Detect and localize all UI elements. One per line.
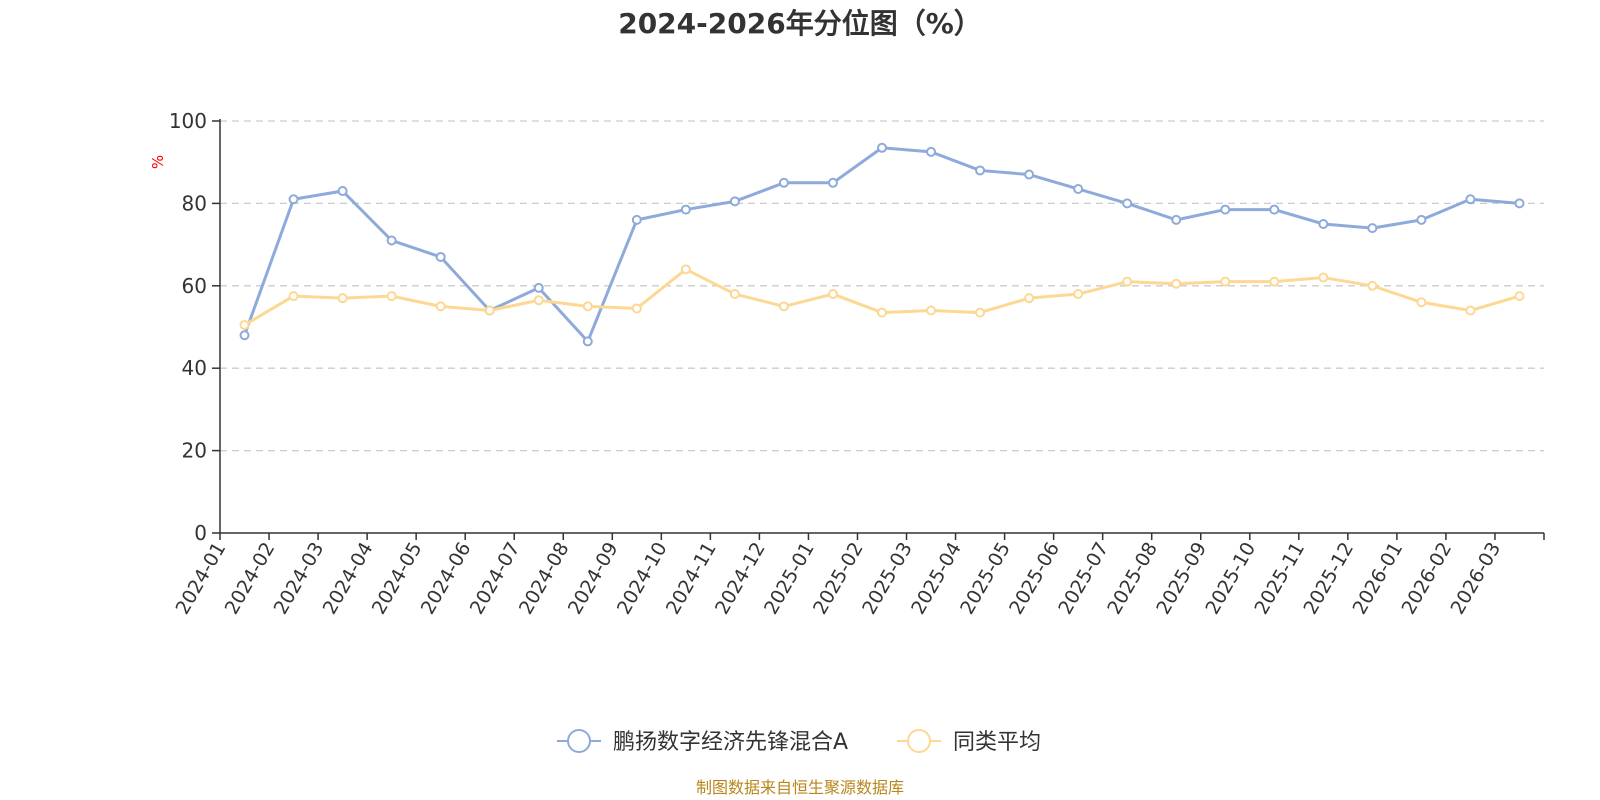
series-1-point[interactable] [288,291,299,302]
y-axis-unit-label: % [149,155,167,169]
series-1-point[interactable] [1514,291,1525,302]
y-tick-label: 0 [194,521,207,545]
axes [219,119,1544,534]
legend-fund-label: 鹏扬数字经济先锋混合A [613,730,848,755]
series-0-point[interactable] [729,196,740,207]
series-0-point[interactable] [435,251,446,262]
y-tick-label: 40 [182,356,207,380]
legend-peer-average-circle-icon [907,729,931,753]
series-1-point[interactable] [975,307,986,318]
series-group [239,142,1525,347]
series-0-point[interactable] [1073,183,1084,194]
data-source-footer: 制图数据来自恒生聚源数据库 [696,778,904,797]
series-1-point[interactable] [1024,293,1035,304]
series-0-point[interactable] [1171,214,1182,225]
series-0-point[interactable] [1416,214,1427,225]
series-0-point[interactable] [926,146,937,157]
series-1-point[interactable] [1367,280,1378,291]
series-0-point[interactable] [827,177,838,188]
legend-item-peer-average[interactable]: 同类平均 [897,729,1041,755]
series-0-point[interactable] [1514,198,1525,209]
series-0-point[interactable] [239,330,250,341]
series-1-point[interactable] [435,301,446,312]
series-0-point[interactable] [1465,194,1476,205]
series-0-point[interactable] [975,165,986,176]
series-0-point[interactable] [631,214,642,225]
series-1-point[interactable] [1416,297,1427,308]
series-0-point[interactable] [1269,204,1280,215]
y-tick-label: 100 [169,109,207,133]
series-1-point[interactable] [1318,272,1329,283]
series-0-point[interactable] [582,336,593,347]
series-0-point[interactable] [778,177,789,188]
y-axis-ticks: 0 20 40 60 80 100 [169,109,220,545]
series-0-point[interactable] [1220,204,1231,215]
series-0-point[interactable] [386,235,397,246]
series-1-point[interactable] [1269,276,1280,287]
series-1-point[interactable] [1220,276,1231,287]
series-1-point[interactable] [631,303,642,314]
series-1-point[interactable] [729,289,740,300]
y-tick-label: 20 [182,439,207,463]
series-1-point[interactable] [1073,289,1084,300]
series-1-point[interactable] [533,295,544,306]
series-1-point[interactable] [484,305,495,316]
legend-peer-average-label: 同类平均 [953,730,1041,755]
chart-title: 2024-2026年分位图（%） [618,7,982,40]
series-1-point[interactable] [827,289,838,300]
series-0-point[interactable] [1122,198,1133,209]
series-0-point[interactable] [533,282,544,293]
y-tick-label: 80 [182,191,207,215]
series-1-point[interactable] [386,291,397,302]
series-1-point[interactable] [778,301,789,312]
grid-lines [220,120,1544,452]
series-0-point[interactable] [877,142,887,153]
series-1-point[interactable] [337,293,348,304]
series-1-point[interactable] [1465,305,1476,316]
series-1-point[interactable] [680,264,691,275]
series-1-point[interactable] [1122,276,1133,287]
legend-item-fund[interactable]: 鹏扬数字经济先锋混合A [557,729,848,755]
series-0-point[interactable] [337,186,348,197]
legend: 鹏扬数字经济先锋混合A 同类平均 [557,729,1041,755]
series-0-point[interactable] [1367,223,1378,234]
y-tick-label: 60 [182,274,207,298]
series-1-point[interactable] [582,301,593,312]
series-0-point[interactable] [1318,219,1329,229]
series-0-point[interactable] [680,204,691,215]
legend-fund-circle-icon [567,729,591,753]
series-1-point[interactable] [1171,278,1182,289]
series-0-point[interactable] [288,194,299,205]
series-1-point[interactable] [239,319,250,330]
x-axis-ticks: 2024-012024-022024-032024-042024-052024-… [172,533,1545,618]
series-1-point[interactable] [926,305,937,316]
series-1-point[interactable] [877,307,887,318]
series-0-point[interactable] [1024,169,1035,180]
